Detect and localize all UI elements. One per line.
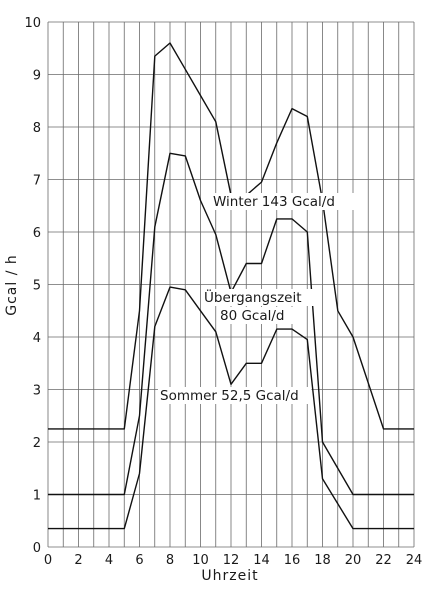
annotation-background — [158, 387, 312, 404]
grid — [47, 21, 415, 548]
x-tick-label: 12 — [223, 553, 240, 568]
y-tick-label: 3 — [33, 384, 41, 399]
y-tick-label: 2 — [33, 436, 41, 451]
series-line-sommer — [48, 286, 414, 530]
y-tick-label: 10 — [24, 16, 41, 31]
annotations: Winter 143 Gcal/d Übergangszeit 80 Gcal/d S… — [158, 193, 357, 404]
annotation-background — [202, 289, 314, 306]
x-tick-label: 22 — [375, 553, 392, 568]
x-tick-label: 2 — [74, 553, 82, 568]
y-axis-title: Gcal / h — [4, 254, 20, 316]
y-tick-label: 0 — [33, 541, 41, 556]
x-tick-label: 20 — [345, 553, 362, 568]
y-tick-label: 9 — [33, 69, 41, 84]
x-tick-label: 14 — [253, 553, 270, 568]
annotation-background — [218, 307, 297, 324]
y-tick-label: 1 — [33, 489, 41, 504]
y-tick-label: 4 — [33, 331, 41, 346]
x-tick-label: 6 — [135, 553, 143, 568]
annotation-background — [211, 193, 357, 210]
x-axis-title: Uhrzeit — [201, 568, 258, 584]
series-line-uebergang — [48, 152, 414, 496]
x-tick-label: 0 — [44, 553, 52, 568]
x-tick-label: 10 — [192, 553, 209, 568]
x-tick-label: 24 — [406, 553, 423, 568]
annotation-uebergang: 80 Gcal/d — [220, 308, 285, 324]
annotation-winter: Winter 143 Gcal/d — [213, 194, 335, 210]
x-tick-label: 18 — [314, 553, 331, 568]
y-tick-label: 6 — [33, 226, 41, 241]
y-tick-label: 8 — [33, 121, 41, 136]
x-tick-label: 4 — [105, 553, 113, 568]
annotation-uebergang: Übergangszeit — [204, 288, 302, 306]
x-tick-label: 16 — [284, 553, 301, 568]
y-tick-label: 5 — [33, 279, 41, 294]
y-tick-label: 7 — [33, 174, 41, 189]
annotation-sommer: Sommer 52,5 Gcal/d — [160, 388, 299, 404]
x-tick-label: 8 — [166, 553, 174, 568]
